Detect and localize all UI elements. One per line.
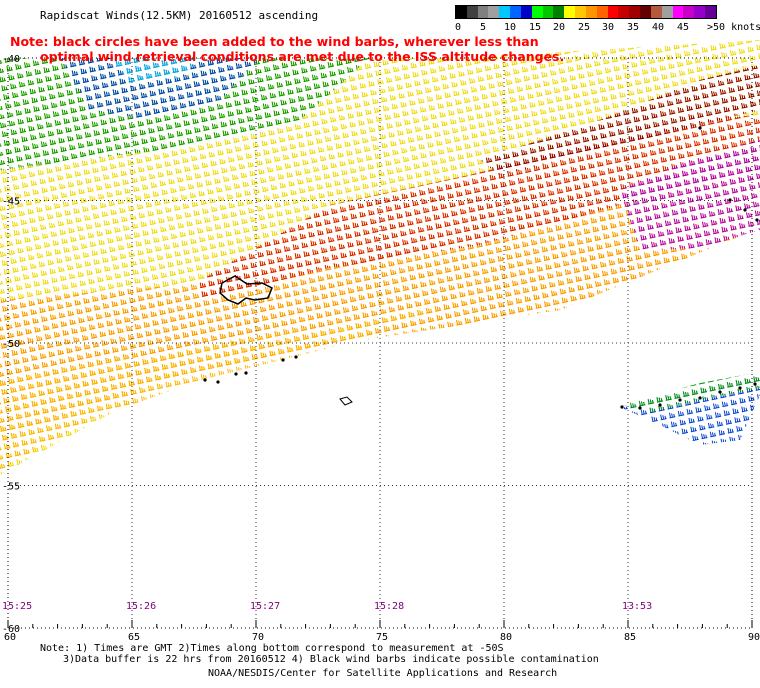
legend-swatch (694, 6, 706, 18)
lon-label: 70 (252, 632, 264, 643)
time-label: 13:53 (622, 601, 652, 612)
lon-label: 85 (624, 632, 636, 643)
legend-label: 30 (602, 22, 615, 33)
legend-swatch (510, 6, 521, 18)
contamination-marker (620, 405, 624, 409)
lat-label: -55 (2, 482, 20, 493)
lon-label: 60 (4, 632, 16, 643)
time-label: 15:28 (374, 601, 404, 612)
island-kerguelen (219, 275, 353, 406)
legend-swatch (683, 6, 695, 18)
chart-title: Rapidscat Winds(12.5KM) 20160512 ascendi… (40, 9, 319, 22)
legend-swatch (640, 6, 651, 18)
wind-barb-region (60, 58, 260, 118)
legend-swatch (585, 6, 597, 18)
note-line-2: optimal wind retrieval conditions are me… (40, 49, 565, 64)
axis-labels: 60 65 70 75 80 85 90 -40 -45 -50 -55 -60 15:25 15:26 1… (2, 54, 760, 643)
lon-label: 80 (500, 632, 512, 643)
legend-label: 45 (677, 22, 690, 33)
legend-label: 0 (455, 22, 462, 33)
legend-swatch (564, 6, 576, 18)
color-legend-bar (455, 5, 717, 19)
footer-credit: NOAA/NESDIS/Center for Satellite Applica… (208, 668, 558, 679)
legend-swatch (542, 6, 554, 18)
wind-barb-region (620, 140, 760, 250)
legend-swatch (705, 6, 716, 18)
small-island-outline (339, 396, 353, 406)
legend-label: 20 (553, 22, 566, 33)
lat-lon-grid (7, 57, 753, 629)
contamination-marker (753, 382, 757, 386)
legend-label: 40 (652, 22, 665, 33)
time-label: 15:26 (126, 601, 156, 612)
lon-label: 90 (748, 632, 760, 643)
lat-label: -45 (2, 197, 20, 208)
legend-label: 15 (529, 22, 542, 33)
legend-swatch (607, 6, 619, 18)
contamination-marker (718, 390, 722, 394)
legend-label: 5 (480, 22, 487, 33)
legend-swatch (575, 6, 586, 18)
legend-swatch (499, 6, 511, 18)
legend-swatch (553, 6, 565, 18)
axis-ticks (7, 620, 753, 628)
island-outline (219, 275, 273, 305)
wind-barb-region (0, 308, 440, 470)
lat-label: -40 (2, 54, 20, 65)
legend-swatch (531, 6, 543, 18)
legend-swatch (520, 6, 532, 18)
wind-barb-region (622, 372, 760, 412)
contamination-marker (728, 198, 732, 202)
time-label: 15:25 (2, 601, 32, 612)
legend-swatch (650, 6, 662, 18)
contamination-marker (743, 208, 747, 212)
legend-swatch (466, 6, 478, 18)
footer-note-2: 3)Data buffer is 22 hrs from 20160512 4)… (63, 654, 599, 665)
legend-swatch (456, 6, 467, 18)
contamination-marker (698, 126, 702, 130)
legend-label: 35 (627, 22, 640, 33)
legend-swatch (596, 6, 608, 18)
contamination-marker (234, 372, 238, 376)
legend-label: >50 knots (707, 22, 760, 33)
time-label: 15:27 (250, 601, 280, 612)
legend-swatch (629, 6, 641, 18)
contamination-marker (698, 396, 702, 400)
lon-label: 65 (128, 632, 140, 643)
wind-barb-swaths (0, 40, 760, 475)
contamination-marker (638, 406, 642, 410)
legend-swatch (618, 6, 630, 18)
note-line-1: Note: black circles have been added to t… (10, 34, 539, 49)
wind-barb-region (200, 115, 760, 300)
legend-swatch (477, 6, 489, 18)
legend-swatch (661, 6, 673, 18)
contamination-marker (738, 386, 742, 390)
footer-note-1: Note: 1) Times are GMT 2)Times along bot… (40, 643, 504, 654)
contamination-marker (281, 358, 285, 362)
legend-label: 25 (578, 22, 591, 33)
contamination-marker (755, 218, 759, 222)
legend-swatch (672, 6, 684, 18)
contamination-marker (203, 378, 207, 382)
map-frame (7, 57, 753, 629)
wind-barb-region (480, 65, 760, 175)
contamination-marker (678, 398, 682, 402)
contamination-marker (294, 355, 298, 359)
lat-label: -50 (2, 339, 20, 350)
lat-label: -60 (2, 624, 20, 635)
legend-swatch (488, 6, 500, 18)
contamination-marker (658, 403, 662, 407)
lon-label: 75 (376, 632, 388, 643)
contamination-marker (244, 371, 248, 375)
wind-barb-region (110, 58, 200, 82)
color-legend-labels: 0 5 10 15 20 25 30 35 40 45 >50 knots (451, 22, 760, 36)
legend-label: 10 (504, 22, 517, 33)
contamination-marker (216, 380, 220, 384)
